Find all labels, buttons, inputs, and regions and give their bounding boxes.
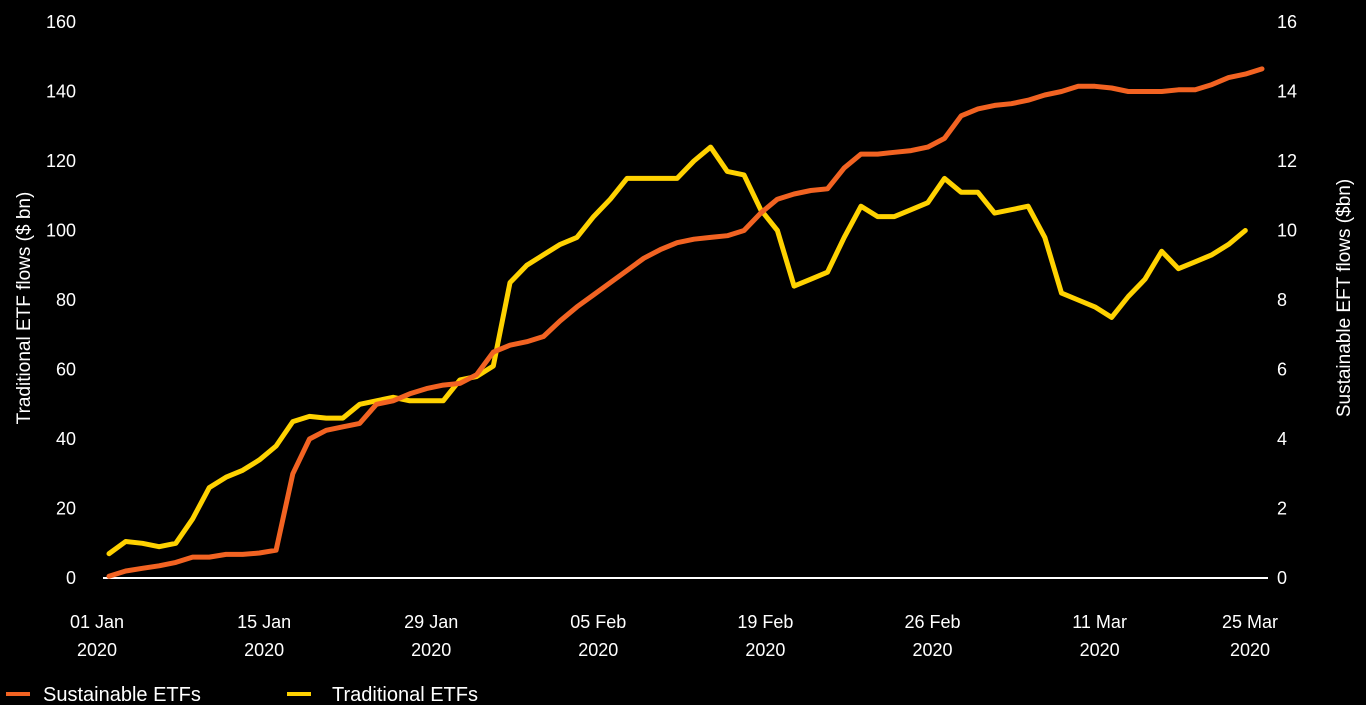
x-tick-label: 19 Feb bbox=[737, 612, 793, 632]
x-tick-label: 26 Feb bbox=[904, 612, 960, 632]
y-left-tick-label: 20 bbox=[56, 499, 76, 519]
y-left-tick-label: 0 bbox=[66, 568, 76, 588]
x-tick-label: 29 Jan bbox=[404, 612, 458, 632]
y-left-tick-label: 60 bbox=[56, 360, 76, 380]
y-right-tick-label: 0 bbox=[1277, 568, 1287, 588]
x-tick-label-year: 2020 bbox=[77, 640, 117, 660]
y-left-axis-ticks: 0 20 40 60 80 100 120 140 160 bbox=[46, 12, 76, 588]
y-right-tick-label: 6 bbox=[1277, 360, 1287, 380]
x-tick-label: 15 Jan bbox=[237, 612, 291, 632]
legend: Sustainable ETFs Traditional ETFs bbox=[6, 684, 478, 705]
x-tick-label-year: 2020 bbox=[912, 640, 952, 660]
y-right-axis-ticks: 0 2 4 6 8 10 12 14 16 bbox=[1277, 12, 1297, 588]
x-tick-label-year: 2020 bbox=[1230, 640, 1270, 660]
y-right-tick-label: 10 bbox=[1277, 221, 1297, 241]
series-lines bbox=[106, 66, 1265, 579]
y-left-tick-label: 120 bbox=[46, 151, 76, 171]
y-right-tick-label: 8 bbox=[1277, 290, 1287, 310]
x-tick-label: 01 Jan bbox=[70, 612, 124, 632]
x-tick-label-year: 2020 bbox=[411, 640, 451, 660]
y-right-tick-label: 12 bbox=[1277, 151, 1297, 171]
x-tick-label: 25 Mar bbox=[1222, 612, 1278, 632]
x-tick-label: 05 Feb bbox=[570, 612, 626, 632]
y-left-tick-label: 160 bbox=[46, 12, 76, 32]
x-tick-label-year: 2020 bbox=[745, 640, 785, 660]
x-tick-label: 11 Mar bbox=[1072, 612, 1127, 632]
x-axis-ticks: 01 Jan 2020 15 Jan 2020 29 Jan 2020 05 Feb 2020… bbox=[70, 612, 1278, 660]
x-tick-label-year: 2020 bbox=[578, 640, 618, 660]
y-right-axis-title: Sustainable EFT flows ($bn) bbox=[1334, 179, 1355, 417]
y-left-tick-label: 100 bbox=[46, 221, 76, 241]
legend-label-sustainable: Sustainable ETFs bbox=[43, 684, 201, 705]
series-line-sustainable bbox=[106, 66, 1265, 579]
y-right-tick-label: 16 bbox=[1277, 12, 1297, 32]
x-tick-label-year: 2020 bbox=[1080, 640, 1120, 660]
y-right-tick-label: 14 bbox=[1277, 82, 1297, 102]
series-line-traditional bbox=[106, 144, 1248, 557]
y-right-tick-label: 4 bbox=[1277, 429, 1287, 449]
y-left-tick-label: 80 bbox=[56, 290, 76, 310]
y-left-tick-label: 40 bbox=[56, 429, 76, 449]
legend-label-traditional: Traditional ETFs bbox=[332, 684, 478, 705]
y-left-tick-label: 140 bbox=[46, 82, 76, 102]
x-tick-label-year: 2020 bbox=[244, 640, 284, 660]
y-left-axis-title: Traditional ETF flows ($ bn) bbox=[14, 192, 35, 425]
y-right-tick-label: 2 bbox=[1277, 499, 1287, 519]
